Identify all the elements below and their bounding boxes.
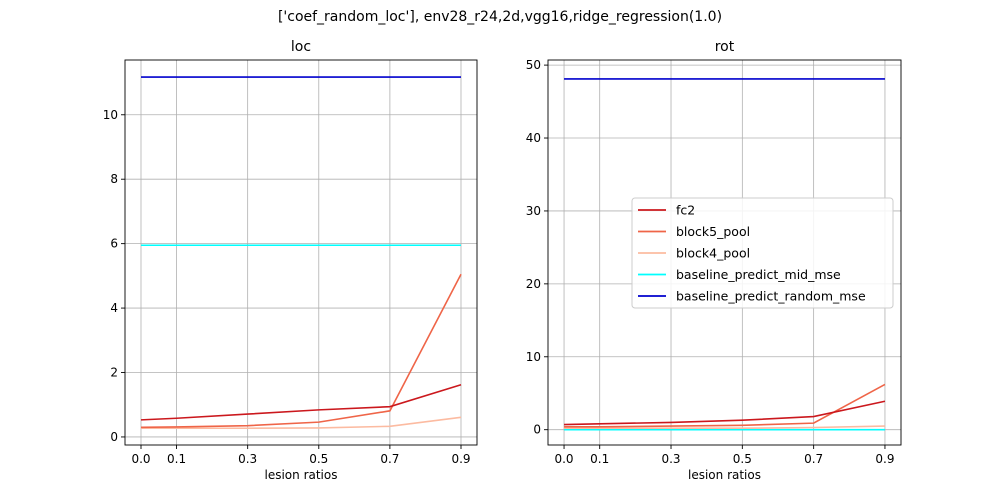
y-tick-label: 40 <box>526 131 541 145</box>
legend: fc2 block5_pool block4_pool baseline_predic… <box>631 197 894 309</box>
series-line-block5-pool <box>564 383 886 428</box>
x-tick-label: 0.0 <box>554 452 573 466</box>
x-tick-label: 0.7 <box>380 452 399 466</box>
y-tick-label: 20 <box>526 277 541 291</box>
legend-label-block4-pool: block4_pool <box>676 246 750 261</box>
plot-frame <box>124 59 478 446</box>
series-line-fc2 <box>140 383 462 421</box>
y-tick-label: 10 <box>103 108 118 122</box>
plot-frame <box>547 59 902 446</box>
x-tick-label: 0.3 <box>238 452 257 466</box>
y-tick-label: 10 <box>526 350 541 364</box>
legend-box <box>631 197 894 309</box>
series-line-block5-pool <box>140 273 462 429</box>
y-tick-label: 8 <box>110 172 118 186</box>
legend-label-baseline-predict-random-mse: baseline_predict_random_mse <box>676 289 866 304</box>
y-tick-label: 2 <box>110 366 118 380</box>
y-tick-label: 30 <box>526 204 541 218</box>
y-tick-label: 0 <box>110 430 118 444</box>
legend-label-block5-pool: block5_pool <box>676 224 750 239</box>
x-tick-label: 0.3 <box>661 452 680 466</box>
x-axis-label: lesion ratios <box>688 468 761 482</box>
legend-label-baseline-predict-mid-mse: baseline_predict_mid_mse <box>676 267 841 282</box>
x-tick-label: 0.1 <box>167 452 186 466</box>
chart-title: rot <box>715 39 735 55</box>
series-line-fc2 <box>564 400 886 426</box>
y-tick-label: 50 <box>526 58 541 72</box>
x-tick-label: 0.1 <box>590 452 609 466</box>
x-tick-label: 0.5 <box>733 452 752 466</box>
x-tick-label: 0.9 <box>875 452 894 466</box>
y-tick-label: 6 <box>110 237 118 251</box>
x-tick-label: 0.9 <box>451 452 470 466</box>
y-tick-label: 0 <box>533 423 541 437</box>
series-line-block4-pool <box>141 416 462 430</box>
x-tick-label: 0.5 <box>309 452 328 466</box>
x-axis-label: lesion ratios <box>265 468 338 482</box>
chart-loc: 0.0 0.1 0.3 0.5 0.7 0.9 0 2 4 6 8 10 loc lesion ratio… <box>103 39 478 482</box>
y-tick-label: 4 <box>110 301 118 315</box>
figure-title: ['coef_random_loc'], env28_r24,2d,vgg16,… <box>278 9 722 25</box>
x-tick-label: 0.7 <box>804 452 823 466</box>
x-tick-label: 0.0 <box>131 452 150 466</box>
series-line-block4-pool <box>564 425 885 430</box>
chart-rot: 0.0 0.1 0.3 0.5 0.7 0.9 0 10 20 30 40 50 rot lesion r… <box>526 39 902 482</box>
chart-title: loc <box>291 39 311 55</box>
legend-label-fc2: fc2 <box>676 203 695 218</box>
